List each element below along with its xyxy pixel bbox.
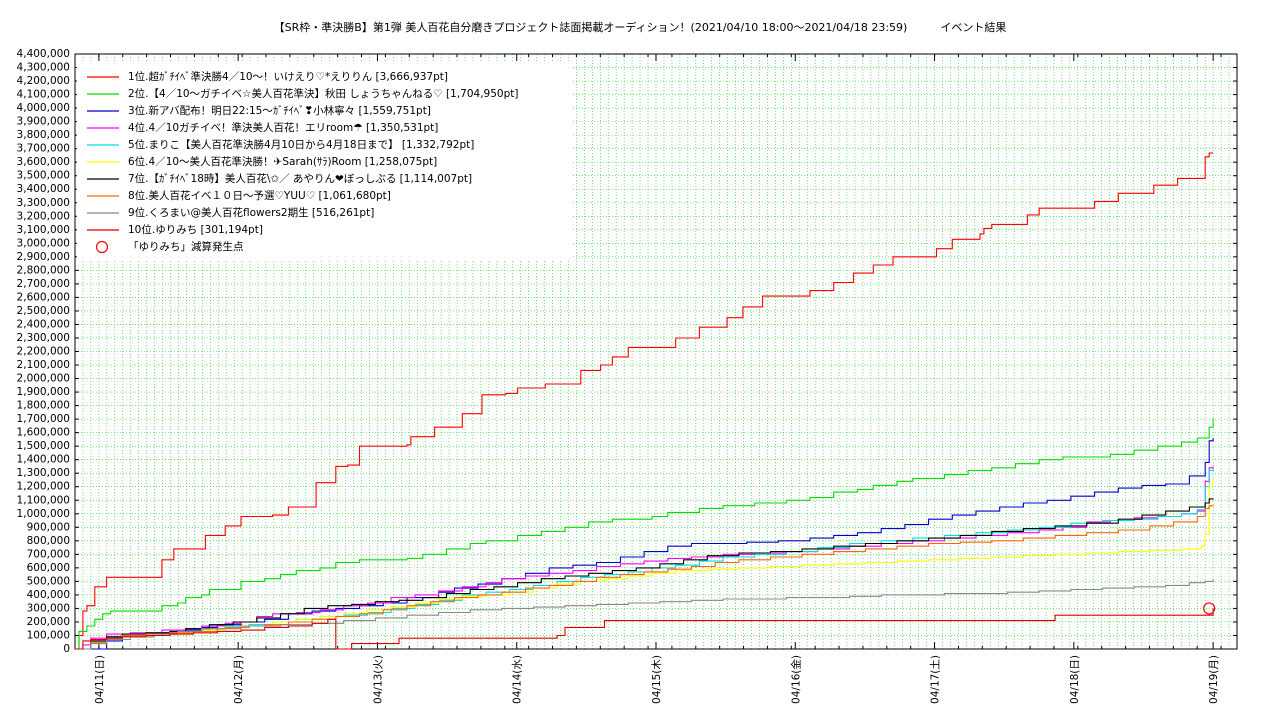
legend-label: 「ゆりみち」減算発生点	[128, 240, 244, 253]
legend-label: 2位.【4／10～ガチイベ☆美人百花準決】秋田 しょうちゃんねる♡ [1,704…	[128, 87, 518, 100]
y-tick-label: 3,700,000	[17, 143, 70, 155]
y-tick-label: 100,000	[27, 629, 70, 641]
y-tick-label: 1,400,000	[17, 454, 70, 466]
y-tick-label: 300,000	[27, 602, 70, 614]
y-tick-label: 700,000	[27, 548, 70, 560]
x-tick-label: 04/12(月)	[233, 655, 245, 704]
y-tick-label: 3,600,000	[17, 156, 70, 168]
legend-label: 10位.ゆりみち [301,194pt]	[128, 223, 263, 236]
y-tick-label: 4,100,000	[17, 89, 70, 101]
y-tick-label: 2,100,000	[17, 359, 70, 371]
legend-label: 4位.4／10ガチイベ！準決美人百花！エリroom☂ [1,350,531pt]	[128, 121, 438, 134]
y-tick-label: 2,800,000	[17, 264, 70, 276]
series-line	[75, 579, 1214, 650]
y-tick-label: 3,100,000	[17, 224, 70, 236]
y-tick-label: 3,500,000	[17, 170, 70, 182]
legend-box	[77, 62, 572, 260]
y-tick-label: 3,900,000	[17, 116, 70, 128]
y-tick-label: 4,300,000	[17, 62, 70, 74]
y-tick-label: 2,300,000	[17, 332, 70, 344]
x-tick-label: 04/17(土)	[929, 655, 942, 704]
series-line	[75, 608, 1214, 650]
y-tick-label: 1,300,000	[17, 467, 70, 479]
y-tick-label: 1,800,000	[17, 400, 70, 412]
legend-label: 3位.新アバ配布！明日22:15～ｶﾞﾁｲﾍﾞ❣小林寧々 [1,559,751p…	[128, 104, 431, 117]
y-tick-label: 4,200,000	[17, 75, 70, 87]
y-tick-label: 1,200,000	[17, 481, 70, 493]
y-tick-label: 1,900,000	[17, 386, 70, 398]
y-tick-label: 2,500,000	[17, 305, 70, 317]
y-tick-label: 3,200,000	[17, 210, 70, 222]
legend-label: 5位.まりこ【美人百花準決勝4月10日から4月18日まで】 [1,332,792…	[128, 138, 474, 151]
y-tick-label: 0	[63, 643, 70, 655]
legend-label: 1位.超ｶﾞﾁｲﾍﾞ準決勝4／10～！いけえり♡*えりりん [3,666,937…	[128, 70, 448, 83]
x-tick-label: 04/13(火)	[372, 655, 384, 704]
y-tick-label: 600,000	[27, 562, 70, 574]
y-tick-label: 4,000,000	[17, 102, 70, 114]
y-tick-label: 2,900,000	[17, 251, 70, 263]
y-tick-label: 900,000	[27, 521, 70, 533]
y-tick-label: 1,700,000	[17, 413, 70, 425]
y-tick-label: 1,600,000	[17, 427, 70, 439]
y-tick-label: 2,600,000	[17, 291, 70, 303]
y-tick-label: 2,400,000	[17, 318, 70, 330]
legend-label: 7位.【ｶﾞﾁｲﾍﾞ18時】美人百花\✩／ あやりん❤ぼっしぶる [1,114,…	[128, 172, 472, 185]
y-tick-label: 3,400,000	[17, 183, 70, 195]
y-tick-label: 3,300,000	[17, 197, 70, 209]
y-tick-label: 2,700,000	[17, 278, 70, 290]
x-tick-label: 04/11(日)	[94, 655, 106, 704]
y-tick-label: 1,100,000	[17, 494, 70, 506]
legend-label: 9位.くろまい@美人百花flowers2期生 [516,261pt]	[128, 206, 374, 219]
y-tick-label: 1,000,000	[17, 508, 70, 520]
y-tick-label: 4,400,000	[17, 48, 70, 60]
legend-label: 6位.4／10～美人百花準決勝！✈Sarah(ｻﾗ)Room [1,258,07…	[128, 155, 437, 168]
y-tick-label: 500,000	[27, 575, 70, 587]
series-line	[75, 418, 1214, 650]
y-tick-label: 2,000,000	[17, 373, 70, 385]
x-tick-label: 04/18(日)	[1069, 655, 1081, 704]
y-tick-label: 1,500,000	[17, 440, 70, 452]
legend-marker-swatch	[95, 240, 109, 254]
series-line	[75, 498, 1214, 650]
series-line	[75, 438, 1214, 650]
y-tick-label: 800,000	[27, 535, 70, 547]
x-tick-label: 04/16(金)	[789, 655, 802, 704]
chart-title: 【SR枠・準決勝B】第1弾 美人百花自分磨きプロジェクト誌面掲載オーディション！…	[273, 21, 1007, 34]
y-tick-label: 3,800,000	[17, 129, 70, 141]
x-tick-label: 04/15(木)	[651, 655, 663, 704]
subtraction-marker	[1203, 602, 1216, 615]
y-tick-label: 2,200,000	[17, 346, 70, 358]
legend-label: 8位.美人百花イベ１０日～予選♡YUU♡ [1,061,680pt]	[128, 189, 391, 202]
y-tick-label: 400,000	[27, 589, 70, 601]
series-line	[75, 152, 1214, 650]
y-tick-label: 3,000,000	[17, 237, 70, 249]
x-tick-label: 04/19(月)	[1208, 655, 1220, 704]
y-tick-label: 200,000	[27, 616, 70, 628]
x-tick-label: 04/14(水)	[512, 655, 524, 704]
